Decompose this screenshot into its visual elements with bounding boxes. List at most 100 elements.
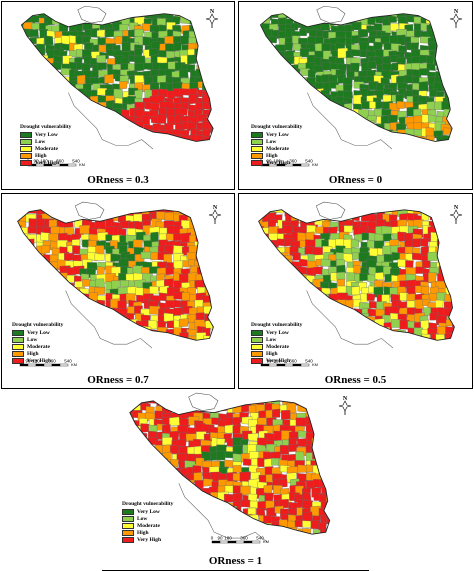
legend-label: Very Low (266, 131, 289, 138)
county-region (97, 123, 106, 133)
caspian-sea (188, 392, 219, 411)
county-region (319, 465, 330, 475)
county-region (194, 142, 202, 150)
county-region (140, 446, 151, 458)
county-region (36, 308, 48, 319)
county-region (129, 473, 136, 482)
county-region (271, 3, 279, 10)
county-region (202, 140, 213, 142)
country-border (20, 13, 214, 142)
county-region (331, 140, 341, 142)
county-region (451, 332, 455, 341)
county-region (261, 260, 272, 270)
county-region (451, 82, 453, 92)
county-region (64, 341, 73, 349)
county-region (298, 107, 310, 116)
county-region (113, 130, 124, 140)
county-region (113, 199, 123, 208)
legend: Drought vulnerability Very Low Low Moderate… (251, 322, 302, 364)
legend-item: Very High (122, 536, 173, 543)
county-region (152, 13, 163, 15)
county-region (443, 23, 453, 31)
county-region (22, 13, 33, 18)
county-region (449, 109, 453, 120)
legend-title: Drought vulnerability (20, 124, 72, 130)
county-region (211, 70, 214, 80)
county-region (31, 51, 42, 60)
county-region (305, 114, 314, 124)
county-region (343, 225, 353, 234)
county-region (156, 492, 165, 501)
county-region (351, 209, 360, 216)
north-letter: N (210, 9, 215, 15)
county-region (318, 536, 328, 544)
county-region (172, 514, 183, 523)
county-region (140, 423, 150, 433)
county-region (44, 35, 54, 46)
county-region (258, 279, 263, 290)
scale-tick-label: 180 (40, 159, 48, 164)
county-region (284, 68, 293, 77)
county-region (396, 142, 407, 151)
north-arrow-icon: N (449, 9, 463, 28)
county-region (261, 88, 272, 98)
county-region (144, 6, 153, 13)
county-region (150, 333, 161, 341)
county-region (201, 508, 211, 518)
county-region (441, 49, 452, 59)
map-panel-orness-1: 0 90 180 360 540 KM N Drought vulnerability Ver… (102, 391, 369, 571)
county-region (271, 109, 282, 121)
county-region (82, 278, 92, 287)
county-region (212, 97, 214, 107)
county-region (260, 108, 265, 116)
county-region (159, 13, 170, 15)
county-region (443, 258, 453, 268)
county-region (177, 499, 189, 508)
gulf-coastline (306, 290, 394, 349)
county-region (314, 339, 326, 341)
county-region (438, 342, 449, 349)
county-region (36, 95, 47, 105)
county-region (110, 209, 120, 218)
county-region (219, 400, 230, 406)
legend-swatch (251, 131, 263, 138)
county-region (295, 400, 306, 402)
county-region (130, 447, 140, 455)
county-region (319, 419, 330, 428)
county-region (55, 285, 66, 295)
county-region (302, 536, 310, 544)
county-region (292, 76, 301, 87)
county-region (17, 245, 24, 256)
county-region (72, 313, 84, 322)
county-region (188, 335, 198, 341)
county-region (373, 23, 383, 32)
county-region (145, 472, 157, 482)
county-region (289, 271, 300, 283)
county-region (20, 238, 30, 247)
county-region (197, 56, 206, 65)
county-region (210, 87, 214, 97)
county-region (436, 36, 448, 45)
county-region (258, 292, 262, 301)
county-region (48, 219, 58, 228)
county-region (330, 327, 341, 337)
county-region (100, 142, 108, 149)
county-region (427, 144, 435, 152)
county-region (175, 5, 184, 13)
county-region (450, 50, 453, 59)
county-region (28, 280, 40, 292)
county-region (129, 400, 132, 407)
county-region (30, 101, 40, 110)
county-region (328, 400, 330, 408)
county-region (120, 328, 131, 337)
county-region (399, 334, 409, 341)
scale-segment (292, 363, 302, 367)
county-region (213, 281, 214, 292)
county-region (448, 68, 453, 79)
county-region (45, 3, 54, 11)
county-region (262, 5, 271, 13)
county-region (344, 109, 354, 120)
county-region (204, 254, 214, 263)
county-region (443, 265, 455, 275)
legend-item: Very Low (20, 131, 71, 138)
